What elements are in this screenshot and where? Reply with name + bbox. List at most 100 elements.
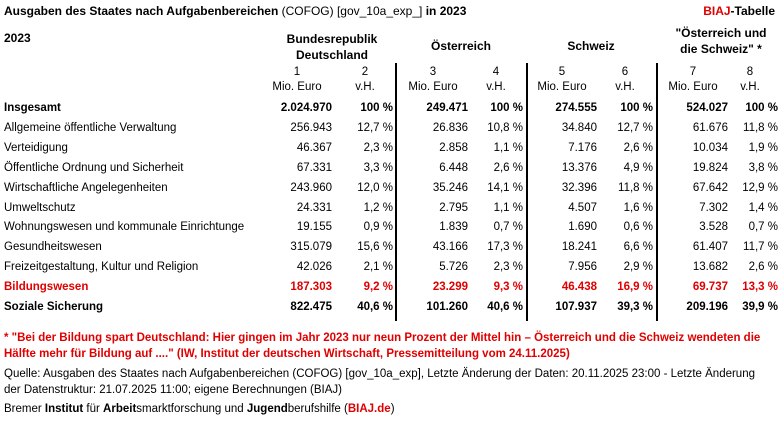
cell-col-3: 2.795 bbox=[439, 201, 468, 214]
row-label: Wohnungswesen und kommunale Einrichtunge bbox=[4, 221, 245, 234]
col-unit: v.H. bbox=[355, 81, 375, 93]
credit-part: Institut bbox=[44, 403, 84, 415]
cell-col-8: 0,7 % bbox=[748, 221, 778, 234]
table-row: Bildungswesen 187.303 9,2 % 23.299 9,3 % 46.4… bbox=[0, 281, 781, 301]
cell-col-8: 100 % bbox=[745, 102, 778, 114]
cell-col-8: 3,8 % bbox=[748, 161, 778, 174]
table-row: Umweltschutz 24.331 1,2 % 2.795 1,1 % 4.507 1,… bbox=[0, 202, 781, 222]
colgroup-germany-line2: Deutschland bbox=[295, 48, 368, 62]
cell-col-4: 2,3 % bbox=[493, 261, 523, 274]
col-8-head: 8 v.H. bbox=[720, 65, 780, 95]
row-label: Verteidigung bbox=[4, 141, 68, 154]
biaj-link[interactable]: BIAJ.de bbox=[347, 403, 391, 415]
col-number: 2 bbox=[361, 66, 369, 78]
row-label: Bildungswesen bbox=[4, 281, 89, 294]
cell-col-5: 4.507 bbox=[568, 201, 597, 214]
col-unit: Mio. Euro bbox=[668, 81, 718, 93]
table-row: Allgemeine öffentliche Verwaltung 256.943… bbox=[0, 122, 781, 142]
cell-col-1: 42.026 bbox=[296, 261, 332, 274]
cell-col-4: 1,1 % bbox=[493, 201, 523, 214]
cell-col-1: 187.303 bbox=[290, 281, 332, 294]
table-row: Verteidigung 46.367 2,3 % 2.858 1,1 % 7.176 2,… bbox=[0, 142, 781, 162]
cell-col-1: 315.079 bbox=[290, 241, 332, 254]
biaj-badge-rest: -Tabelle bbox=[730, 4, 775, 18]
credit-part: für bbox=[83, 403, 104, 415]
table-row: Wirtschaftliche Angelegenheiten 243.960 12… bbox=[0, 182, 781, 202]
cell-col-4: 100 % bbox=[490, 102, 523, 114]
credit-part: Bremer bbox=[4, 403, 45, 415]
cell-col-8: 39,9 % bbox=[742, 301, 778, 313]
col-unit: v.H. bbox=[740, 81, 760, 93]
biaj-badge-red: BIAJ bbox=[703, 4, 731, 18]
title-main: Ausgaben des Staates nach Aufgabenbereic… bbox=[4, 4, 279, 18]
col-number: 6 bbox=[621, 66, 629, 78]
cell-col-5: 1.690 bbox=[568, 221, 597, 234]
table-row: Gesundheitswesen 315.079 15,6 % 43.166 17,3 … bbox=[0, 241, 781, 261]
colgroup-at-ch-line1: "Österreich und bbox=[675, 26, 767, 40]
cell-col-8: 11,7 % bbox=[743, 241, 778, 254]
cell-col-5: 34.840 bbox=[561, 121, 597, 134]
table-title: Ausgaben des Staates nach Aufgabenbereic… bbox=[4, 4, 466, 18]
colgroup-germany: Bundesrepublik Deutschland bbox=[272, 31, 392, 63]
cell-col-6: 6,6 % bbox=[623, 241, 653, 254]
footnote: * "Bei der Bildung spart Deutschland: Hi… bbox=[4, 332, 761, 360]
cell-col-7: 524.027 bbox=[686, 102, 728, 114]
cell-col-2: 40,6 % bbox=[357, 301, 393, 313]
table-row: Freizeitgestaltung, Kultur und Religion 4… bbox=[0, 261, 781, 281]
cell-col-7: 209.196 bbox=[686, 301, 728, 313]
cell-col-6: 39,3 % bbox=[617, 301, 653, 313]
row-label: Umweltschutz bbox=[4, 201, 76, 214]
source-note: Quelle: Ausgaben des Staates nach Aufgab… bbox=[4, 368, 755, 396]
credit-line: Bremer Institut für Arbeitsmarktforschun… bbox=[4, 403, 395, 415]
cell-col-2: 1,2 % bbox=[363, 201, 393, 214]
cell-col-1: 46.367 bbox=[296, 141, 332, 154]
cell-col-7: 7.302 bbox=[699, 201, 728, 214]
cell-col-1: 2.024.970 bbox=[280, 102, 332, 114]
cell-col-8: 1,4 % bbox=[748, 201, 778, 214]
cell-col-2: 9,2 % bbox=[363, 281, 393, 294]
colgroup-germany-line1: Bundesrepublik bbox=[286, 32, 378, 46]
cell-col-4: 9,3 % bbox=[493, 281, 523, 294]
credit-part: Jugend bbox=[246, 403, 288, 415]
colgroup-austria-line1: Österreich bbox=[430, 39, 492, 53]
cell-col-4: 14,1 % bbox=[487, 181, 523, 194]
cell-col-3: 5.726 bbox=[439, 261, 468, 274]
cell-col-7: 69.737 bbox=[692, 281, 728, 294]
table-row: Wohnungswesen und kommunale Einrichtunge… bbox=[0, 221, 781, 241]
cell-col-3: 26.836 bbox=[432, 121, 468, 134]
cell-col-2: 2,1 % bbox=[363, 261, 393, 274]
cell-col-7: 10.034 bbox=[692, 141, 728, 154]
cell-col-4: 0,7 % bbox=[493, 221, 523, 234]
cell-col-3: 2.858 bbox=[439, 141, 468, 154]
cell-col-4: 10,8 % bbox=[487, 121, 523, 134]
col-5-head: 5 Mio. Euro bbox=[527, 65, 597, 95]
cell-col-6: 4,9 % bbox=[623, 161, 653, 174]
colgroup-switzerland-line1: Schweiz bbox=[567, 39, 615, 53]
credit-part: berufshilfe ( bbox=[287, 403, 348, 415]
cell-col-4: 2,6 % bbox=[493, 161, 523, 174]
cell-col-5: 13.376 bbox=[561, 161, 597, 174]
cell-col-5: 107.937 bbox=[555, 301, 597, 313]
colgroup-at-ch-line2: die Schweiz" * bbox=[680, 42, 762, 56]
cell-col-1: 24.331 bbox=[296, 201, 332, 214]
cell-col-7: 13.682 bbox=[692, 261, 728, 274]
cell-col-3: 1.839 bbox=[439, 221, 468, 234]
colgroup-switzerland: Schweiz bbox=[530, 38, 652, 54]
cell-col-5: 32.396 bbox=[561, 181, 597, 194]
column-divider bbox=[656, 63, 658, 321]
cell-col-6: 2,9 % bbox=[623, 261, 653, 274]
row-label: Insgesamt bbox=[4, 102, 61, 114]
cell-col-2: 0,9 % bbox=[363, 221, 393, 234]
cell-col-2: 2,3 % bbox=[363, 141, 393, 154]
credit-part: ) bbox=[390, 403, 395, 415]
table-row: Soziale Sicherung 822.475 40,6 % 101.260 40,… bbox=[0, 301, 781, 321]
cell-col-1: 19.155 bbox=[296, 221, 332, 234]
cell-col-7: 61.676 bbox=[692, 121, 728, 134]
row-label: Gesundheitswesen bbox=[4, 241, 102, 254]
cell-col-8: 11,8 % bbox=[743, 121, 778, 134]
cell-col-4: 1,1 % bbox=[493, 141, 523, 154]
col-7-head: 7 Mio. Euro bbox=[658, 65, 728, 95]
cell-col-6: 0,6 % bbox=[623, 221, 653, 234]
cell-col-1: 67.331 bbox=[296, 161, 332, 174]
cell-col-1: 822.475 bbox=[290, 301, 332, 313]
